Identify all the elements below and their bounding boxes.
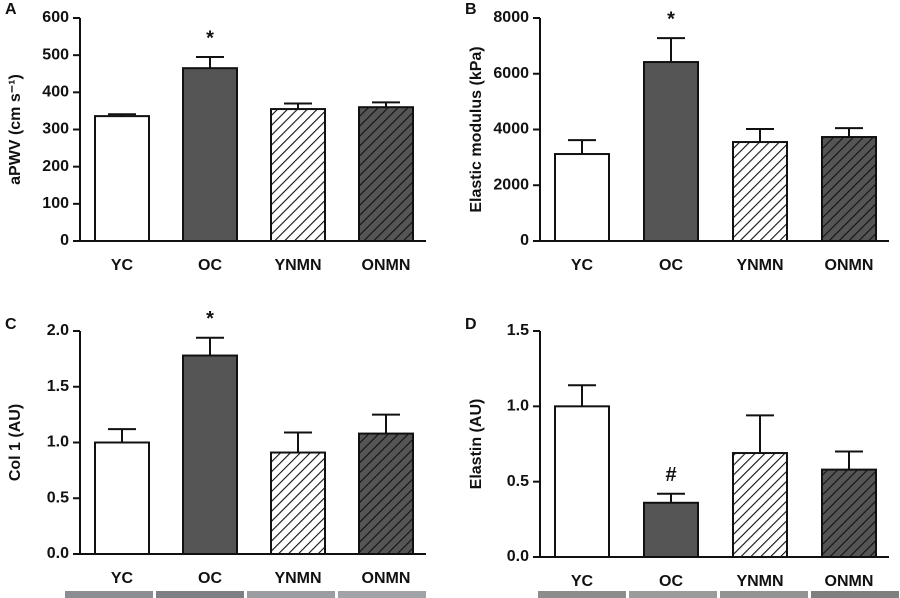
y-tick-label: 2000 (493, 176, 529, 193)
y-tick-label: 0.5 (47, 489, 69, 506)
y-tick-label: 0.0 (507, 548, 529, 565)
x-tick-label: YC (571, 257, 594, 274)
y-tick-label: 8000 (493, 9, 529, 26)
y-tick-label: 1.5 (47, 378, 69, 395)
x-tick-label: ONMN (825, 573, 874, 590)
y-tick-label: 200 (42, 158, 69, 175)
y-tick-label: 1.0 (507, 398, 529, 415)
annotation: # (665, 464, 676, 486)
y-tick-label: 500 (42, 46, 69, 63)
y-tick-label: 6000 (493, 65, 529, 82)
x-tick-label: YNMN (736, 573, 783, 590)
bar (643, 501, 699, 559)
y-tick-label: 300 (42, 121, 69, 138)
bar (182, 354, 238, 555)
x-tick-label: OC (198, 257, 222, 274)
bar (554, 153, 610, 242)
bar (821, 136, 877, 242)
y-tick-label: 0.0 (47, 545, 69, 562)
y-tick-label: 1.0 (47, 434, 69, 451)
x-tick-label: OC (198, 570, 222, 587)
y-axis-label: Elastic modulus (kPa) (468, 46, 485, 212)
y-axis-label: Elastin (AU) (468, 399, 485, 490)
bar (821, 468, 877, 559)
bar (270, 451, 326, 555)
panel-letter: D (465, 316, 477, 333)
y-tick-label: 2.0 (47, 322, 69, 339)
y-axis-label: aPWV (cm s⁻¹) (7, 74, 24, 185)
panel: C Col 1 (AU) 0.0 0.5 1.0 1.5 2.0 YC OC * YNMN ONMN (5, 308, 426, 587)
bar (270, 108, 326, 242)
y-axis-label: Col 1 (AU) (7, 404, 24, 481)
panel-letter: B (465, 1, 477, 18)
x-tick-label: OC (659, 573, 683, 590)
x-tick-label: YC (571, 573, 594, 590)
x-tick-label: YNMN (274, 257, 321, 274)
annotation: * (206, 27, 214, 49)
bar (643, 61, 699, 243)
annotation: * (667, 8, 675, 30)
y-tick-label: 1.5 (507, 322, 529, 339)
y-tick-label: 400 (42, 84, 69, 101)
bar (358, 106, 414, 242)
y-tick-label: 0 (60, 232, 69, 249)
x-tick-label: OC (659, 257, 683, 274)
y-tick-label: 4000 (493, 121, 529, 138)
bar (554, 405, 610, 559)
y-tick-label: 100 (42, 195, 69, 212)
image-strip (65, 591, 899, 598)
x-tick-label: ONMN (362, 570, 411, 587)
bar (94, 115, 150, 242)
x-tick-label: YNMN (274, 570, 321, 587)
panel: D Elastin (AU) 0.0 0.5 1.0 1.5 YC OC # YNMN ONMN (465, 316, 889, 590)
x-tick-label: ONMN (825, 257, 874, 274)
x-tick-label: ONMN (362, 257, 411, 274)
bar (94, 441, 150, 555)
y-tick-label: 0 (520, 232, 529, 249)
bar (182, 67, 238, 242)
panel: B Elastic modulus (kPa) 0 2000 4000 6000 8000 Y… (465, 1, 889, 274)
y-tick-label: 600 (42, 9, 69, 26)
panel-letter: C (5, 316, 17, 333)
y-tick-label: 0.5 (507, 473, 529, 490)
x-tick-label: YC (111, 570, 134, 587)
annotation: * (206, 308, 214, 330)
bar (732, 452, 788, 559)
x-tick-label: YNMN (736, 257, 783, 274)
x-tick-label: YC (111, 257, 134, 274)
panel-letter: A (5, 1, 17, 18)
bar (732, 141, 788, 242)
bar (358, 432, 414, 555)
